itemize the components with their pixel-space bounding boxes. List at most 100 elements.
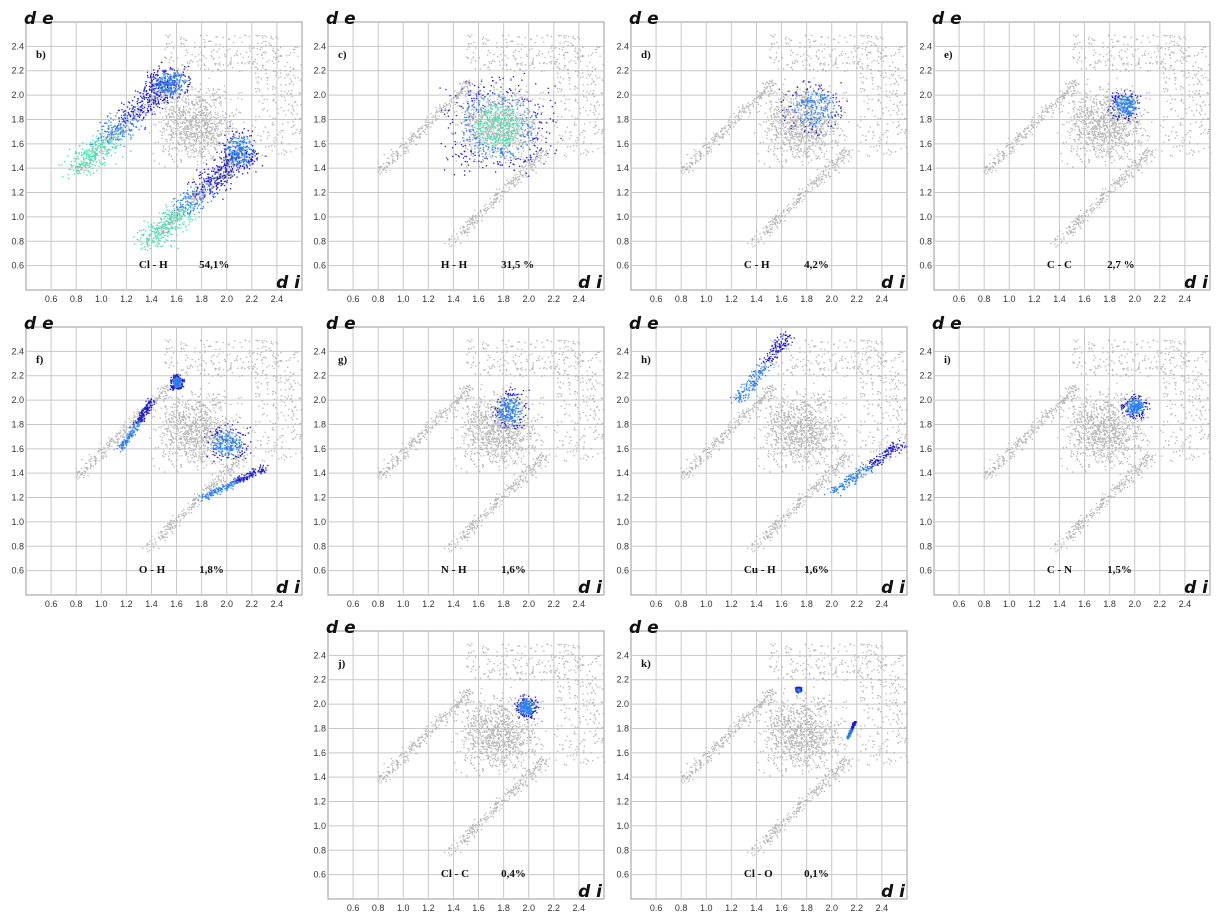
- data-point: [143, 105, 145, 108]
- data-point: [279, 131, 281, 134]
- data-point: [204, 99, 206, 101]
- data-point: [425, 118, 427, 121]
- data-point: [492, 133, 494, 135]
- data-point: [113, 136, 115, 138]
- data-point: [168, 43, 170, 45]
- data-point: [201, 135, 203, 137]
- data-point: [445, 104, 448, 106]
- data-point: [512, 116, 514, 118]
- data-point: [472, 108, 474, 110]
- data-point: [109, 135, 111, 138]
- data-point: [194, 42, 196, 44]
- data-point: [178, 119, 180, 121]
- data-point: [135, 126, 138, 128]
- data-point: [174, 226, 176, 228]
- data-point: [161, 132, 163, 134]
- data-point: [95, 147, 97, 149]
- data-point: [514, 156, 516, 158]
- data-point: [502, 132, 504, 134]
- data-point: [200, 132, 202, 134]
- data-point: [508, 136, 510, 138]
- data-point: [166, 106, 168, 108]
- data-point: [135, 119, 138, 121]
- data-point: [217, 166, 219, 168]
- data-point: [493, 120, 495, 122]
- data-point: [252, 151, 254, 153]
- data-point: [163, 81, 165, 84]
- data-point: [83, 152, 86, 155]
- data-point: [204, 183, 207, 185]
- data-point: [183, 132, 185, 135]
- data-point: [179, 224, 181, 226]
- data-point: [204, 171, 206, 173]
- data-point: [108, 142, 110, 145]
- data-point: [118, 122, 120, 125]
- data-point: [211, 185, 213, 188]
- data-point: [164, 48, 166, 51]
- data-point: [481, 133, 483, 135]
- data-point: [222, 178, 224, 180]
- data-point: [188, 94, 190, 96]
- data-point: [457, 95, 459, 98]
- data-point: [479, 166, 481, 168]
- data-point: [248, 61, 251, 63]
- data-point: [473, 147, 476, 149]
- data-point: [504, 119, 507, 122]
- data-point: [472, 101, 474, 103]
- data-point: [143, 104, 146, 106]
- data-point: [168, 224, 170, 226]
- data-point: [515, 146, 517, 148]
- data-point: [477, 122, 479, 124]
- data-point: [192, 115, 194, 117]
- data-point: [182, 212, 184, 215]
- data-point: [483, 122, 485, 125]
- data-point: [207, 123, 209, 125]
- data-point: [243, 153, 245, 156]
- data-point: [478, 147, 481, 150]
- data-point: [206, 137, 208, 139]
- data-point: [178, 210, 180, 212]
- data-point: [191, 87, 193, 89]
- data-point: [201, 185, 203, 187]
- data-point: [165, 90, 167, 92]
- data-point: [86, 174, 88, 176]
- data-point: [150, 103, 152, 106]
- data-point: [146, 237, 148, 240]
- data-point: [195, 140, 198, 142]
- data-point: [242, 143, 244, 145]
- data-point: [463, 87, 465, 89]
- data-point: [224, 167, 227, 169]
- data-point: [475, 108, 477, 111]
- data-point: [201, 125, 203, 127]
- data-point: [493, 87, 495, 89]
- data-point: [226, 181, 228, 184]
- data-point: [188, 135, 190, 138]
- data-point: [199, 190, 201, 192]
- data-point: [226, 162, 229, 164]
- data-point: [201, 182, 203, 184]
- data-point: [94, 164, 96, 167]
- data-point: [226, 139, 229, 141]
- data-point: [139, 92, 141, 94]
- data-point: [259, 48, 262, 51]
- data-point: [275, 58, 277, 60]
- data-point: [494, 104, 496, 106]
- data-point: [123, 120, 125, 122]
- y-tick-label: 2.4: [11, 41, 24, 51]
- data-point: [225, 170, 227, 172]
- data-point: [210, 179, 212, 181]
- data-point: [159, 94, 161, 97]
- data-point: [201, 120, 203, 122]
- data-point: [297, 55, 299, 57]
- data-point: [160, 232, 163, 235]
- data-point: [178, 96, 180, 98]
- data-point: [382, 169, 385, 171]
- data-point: [479, 118, 481, 120]
- data-point: [117, 125, 119, 127]
- data-point: [266, 77, 268, 79]
- data-point: [269, 115, 271, 117]
- data-point: [211, 157, 214, 159]
- data-point: [207, 176, 209, 178]
- data-point: [273, 56, 275, 58]
- data-point: [242, 160, 244, 162]
